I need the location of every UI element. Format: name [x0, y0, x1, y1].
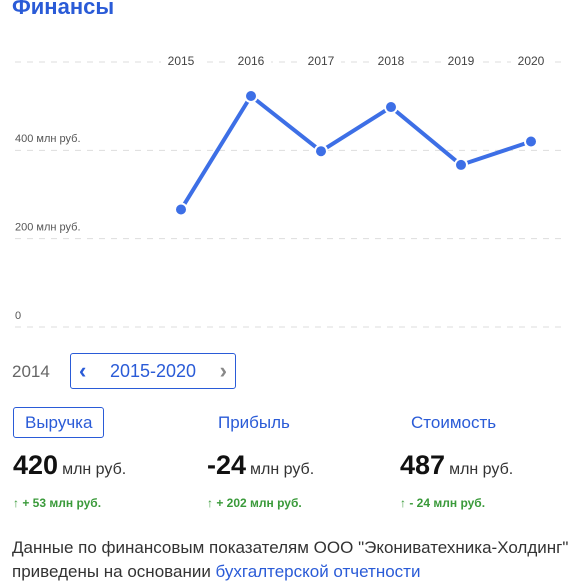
- y-tick-label: 400 млн руб.: [15, 133, 81, 145]
- metric-value: 420 млн руб.: [13, 450, 126, 481]
- metric-tab[interactable]: Прибыль: [218, 412, 290, 432]
- period-selector[interactable]: ‹ 2015-2020 ›: [70, 353, 236, 389]
- title: Финансы: [12, 0, 115, 19]
- point: [174, 202, 188, 217]
- previous-period[interactable]: 2014: [12, 362, 50, 381]
- change: + 53 млн руб.: [22, 496, 102, 510]
- y-tick-label: 200 млн руб.: [15, 222, 81, 234]
- footer-link[interactable]: бухгалтерской отчетности: [215, 562, 421, 581]
- value: -24: [207, 450, 247, 480]
- prev-arrow[interactable]: ‹: [79, 358, 87, 383]
- unit: млн руб.: [449, 461, 514, 478]
- footer: Данные по финансовым показателям ООО "Эк…: [12, 536, 580, 584]
- metric-change: ↑ + 53 млн руб.: [13, 496, 102, 510]
- metric-tab[interactable]: Стоимость: [411, 412, 497, 432]
- y-tick-label: 0: [15, 310, 21, 322]
- next-arrow[interactable]: ›: [219, 358, 227, 383]
- line: [179, 94, 532, 211]
- x-label-bg: [161, 53, 201, 71]
- metric-change: ↑ + 202 млн руб.: [207, 496, 302, 510]
- point: [244, 89, 258, 104]
- chart: 0 200 млн руб. 400 млн руб. 2015 2016 2017 201…: [15, 53, 566, 328]
- metric-value: -24 млн руб.: [207, 450, 314, 481]
- x-label-bg: [371, 53, 411, 71]
- x-label-bg: [231, 53, 271, 71]
- x-tick-label: 2015: [168, 54, 195, 68]
- value: 487: [400, 450, 446, 480]
- point: [524, 134, 538, 149]
- point: [314, 144, 328, 159]
- unit: млн руб.: [250, 461, 315, 478]
- footer-text: Данные по финансовым показателям ООО "Эк…: [12, 538, 569, 581]
- period-range: 2015-2020: [109, 360, 197, 381]
- x-label-bg: [511, 53, 551, 71]
- x-label-bg: [441, 53, 481, 71]
- x-tick-label: 2020: [518, 54, 545, 68]
- metric-value: 487 млн руб.: [400, 450, 513, 481]
- x-tick-label: 2017: [308, 54, 335, 68]
- point: [384, 100, 398, 115]
- value: 420: [13, 450, 59, 480]
- x-tick-label: 2016: [238, 54, 265, 68]
- unit: млн руб.: [62, 461, 127, 478]
- change: + 202 млн руб.: [216, 496, 302, 510]
- point: [454, 157, 468, 172]
- x-tick-label: 2019: [448, 54, 475, 68]
- change: - 24 млн руб.: [409, 496, 486, 510]
- metric-change: ↑ - 24 млн руб.: [400, 496, 486, 510]
- x-tick-label: 2018: [378, 54, 405, 68]
- x-label-bg: [301, 53, 341, 71]
- metric-tab[interactable]: Выручка: [13, 407, 105, 438]
